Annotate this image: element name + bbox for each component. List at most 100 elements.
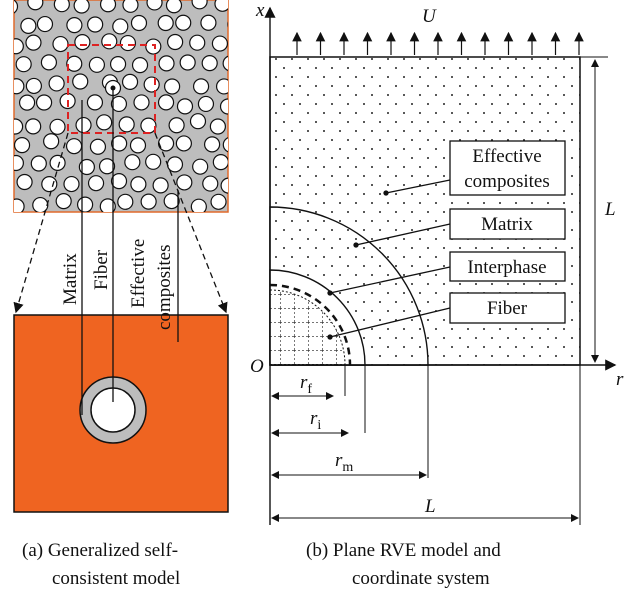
fiber bbox=[131, 177, 146, 192]
fiber bbox=[177, 99, 192, 114]
fiber bbox=[205, 137, 220, 152]
box-label: Interphase bbox=[467, 257, 546, 278]
fiber bbox=[21, 18, 36, 33]
fiber bbox=[211, 194, 226, 209]
box-label: composites bbox=[464, 171, 550, 192]
fiber bbox=[111, 96, 126, 111]
fiber bbox=[153, 178, 168, 193]
fiber bbox=[112, 174, 127, 189]
fiber bbox=[194, 79, 209, 94]
fiber bbox=[158, 15, 173, 30]
fiber bbox=[144, 77, 159, 92]
fiber bbox=[26, 78, 41, 93]
fiber bbox=[54, 0, 69, 12]
fiber bbox=[228, 17, 243, 32]
label: Matrix bbox=[60, 253, 81, 305]
dim-label: L bbox=[604, 199, 616, 220]
fiber bbox=[31, 156, 46, 171]
fiber bbox=[37, 95, 52, 110]
fiber bbox=[28, 0, 43, 10]
fiber bbox=[67, 139, 82, 154]
fiber bbox=[146, 154, 161, 169]
fiber bbox=[73, 74, 88, 89]
fiber bbox=[42, 177, 57, 192]
fiber bbox=[134, 95, 149, 110]
fiber bbox=[191, 199, 206, 214]
fiber bbox=[53, 37, 68, 52]
fiber bbox=[3, 0, 18, 14]
fiber bbox=[8, 119, 23, 134]
fiber bbox=[223, 56, 238, 71]
fiber bbox=[130, 138, 145, 153]
fiber bbox=[167, 157, 182, 172]
fiber bbox=[37, 17, 52, 32]
fiber bbox=[190, 114, 205, 129]
fiber bbox=[169, 118, 184, 133]
fiber bbox=[64, 177, 79, 192]
fiber bbox=[26, 35, 41, 50]
caption: coordinate system bbox=[352, 568, 490, 589]
fiber bbox=[141, 194, 156, 209]
fiber bbox=[44, 134, 59, 149]
fiber bbox=[88, 17, 103, 32]
caption: (a) Generalized self- bbox=[22, 540, 178, 561]
fiber bbox=[198, 96, 213, 111]
fiber bbox=[89, 57, 104, 72]
fiber bbox=[125, 155, 140, 170]
origin-label: O bbox=[250, 356, 264, 377]
fiber bbox=[20, 95, 35, 110]
fiber bbox=[159, 56, 174, 71]
fiber bbox=[123, 74, 138, 89]
axis-label: r bbox=[616, 369, 624, 390]
fiber bbox=[102, 34, 117, 49]
box-label: Fiber bbox=[487, 298, 528, 319]
fiber bbox=[101, 0, 116, 12]
fiber bbox=[131, 16, 146, 31]
fiber bbox=[112, 136, 127, 151]
fiber bbox=[67, 18, 82, 33]
fiber bbox=[8, 39, 23, 54]
fiber bbox=[100, 159, 115, 174]
fiber bbox=[193, 159, 208, 174]
fiber bbox=[141, 118, 156, 133]
fiber bbox=[176, 15, 191, 30]
dim-label: rf bbox=[300, 372, 312, 397]
fiber bbox=[9, 79, 24, 94]
leader-dot bbox=[111, 86, 116, 91]
fiber bbox=[8, 156, 23, 171]
fiber bbox=[87, 95, 102, 110]
fiber bbox=[202, 56, 217, 71]
fiber bbox=[168, 34, 183, 49]
fiber bbox=[119, 117, 134, 132]
fiber bbox=[9, 199, 24, 214]
fiber bbox=[146, 39, 161, 54]
fiber bbox=[56, 194, 71, 209]
fiber bbox=[215, 0, 230, 11]
fiber bbox=[74, 0, 89, 13]
fiber bbox=[166, 0, 181, 13]
fiber bbox=[210, 119, 225, 134]
caption: consistent model bbox=[52, 568, 180, 589]
fiber bbox=[26, 119, 41, 134]
fiber bbox=[201, 15, 216, 30]
fiber bbox=[50, 119, 65, 134]
fiber bbox=[165, 79, 180, 94]
fiber bbox=[50, 155, 65, 170]
fiber bbox=[203, 176, 218, 191]
dim-label: rm bbox=[335, 450, 353, 475]
fiber bbox=[217, 79, 232, 94]
fiber bbox=[90, 139, 105, 154]
fiber bbox=[113, 19, 128, 34]
fiber bbox=[120, 36, 135, 51]
fiber bbox=[118, 194, 133, 209]
fiber bbox=[49, 76, 64, 91]
fiber bbox=[123, 0, 138, 12]
fiber bbox=[176, 136, 191, 151]
fiber bbox=[75, 35, 90, 50]
fiber bbox=[223, 137, 238, 152]
figure: Matrix Fiber Effective composites (a) Ge… bbox=[0, 0, 634, 598]
load-arrows bbox=[297, 33, 579, 55]
fiber bbox=[159, 95, 174, 110]
fiber bbox=[17, 174, 32, 189]
box-label: Effective bbox=[472, 146, 541, 167]
